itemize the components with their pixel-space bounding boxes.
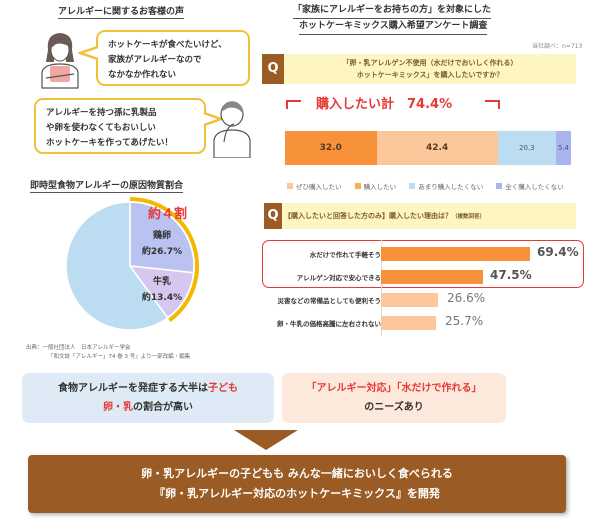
bubble1-tail-icon: [78, 46, 99, 60]
q2-note: （複数回答）: [452, 214, 486, 220]
reason-label-2: アレルゲン対応で安心できる: [296, 274, 381, 282]
reason-bar-2: [381, 270, 483, 284]
egg-value: 約26.7%: [141, 247, 183, 257]
pie-highlight-label: 約４割: [148, 207, 188, 222]
q2-tag: Q: [264, 203, 282, 229]
seg-definitely: 32.0: [285, 131, 377, 165]
survey-title-line2: ホットケーキミックス購入希望アンケート調査: [299, 19, 488, 35]
pie-slice-egg: [129, 201, 195, 274]
down-arrow-icon: [234, 430, 298, 450]
conclusion-line1: 卵・乳アレルギーの子どもも みんな一緒においしく食べられる: [141, 467, 453, 480]
woman-illustration-icon: [41, 33, 79, 89]
reason-value-3: 26.6%: [447, 291, 486, 305]
q2-text: 【購入したいと回答した方のみ】購入したい理由は？: [284, 212, 452, 220]
reasons-chart: 水だけで作れて手軽そう 69.4% アレルゲン対応で安心できる 47.5% 災害…: [255, 243, 600, 339]
total-bracket-icon: [286, 100, 500, 109]
summary-right: 「アレルギー対応」「水だけで作れる」 のニーズあり: [282, 373, 506, 423]
reason-label-4: 卵・牛乳の価格高騰に左右されない: [277, 320, 381, 328]
milk-name: 牛乳: [152, 277, 171, 287]
milk-value: 約13.4%: [141, 293, 183, 303]
pie-source: 出典：一般社団法人 日本アレルギー学会 「和文誌「アレルギー」74 巻 3 号」…: [26, 344, 190, 362]
q2-box: 【購入したいと回答した方のみ】購入したい理由は？（複数回答）: [282, 203, 576, 229]
reason-label-1: 水だけで作れて手軽そう: [309, 251, 381, 259]
survey-title-line1: 「家族にアレルギーをお持ちの方」を対象にした: [293, 3, 492, 19]
voices-title: アレルギーに関するお客様の声: [58, 4, 185, 19]
source-line1: 出典：一般社団法人 日本アレルギー学会: [26, 345, 131, 351]
bar-axis: [381, 240, 382, 336]
highlight-frame: [262, 240, 584, 288]
survey-title: 「家族にアレルギーをお持ちの方」を対象にした ホットケーキミックス購入希望アンケ…: [293, 3, 492, 35]
bubble2-tail-icon: [203, 112, 223, 126]
egg-name: 鶏卵: [152, 231, 171, 241]
bubble2-line1: アレルギーを持つ孫に乳製品: [46, 108, 157, 118]
reason-bar-1: [381, 247, 530, 261]
summary-left: 食物アレルギーを発症する大半は子ども 卵・乳の割合が高い: [22, 373, 274, 423]
reason-label-3: 災害などの常備品としても便利そう: [277, 297, 381, 305]
seg-want: 42.4: [376, 131, 498, 165]
reason-bar-4: [381, 316, 436, 330]
legend-not-really: あまり購入したくない: [409, 181, 483, 191]
customer-voice-bubble-2: アレルギーを持つ孫に乳製品 や卵を使わなくてもおいしい ホットケーキを作ってあげ…: [34, 98, 206, 154]
q1-line1: 「卵・乳アレルゲン不使用（水だけでおいしく作れる）: [342, 59, 518, 67]
summary-right-line1: 「アレルギー対応」「水だけで作れる」: [306, 383, 482, 394]
reason-row-2: アレルゲン対応で安心できる 47.5%: [255, 268, 595, 286]
source-line2: 「和文誌「アレルギー」74 巻 3 号」より一部改編・編集: [48, 354, 191, 360]
q1-tag: Q: [262, 54, 284, 84]
grandmother-illustration-icon: [213, 101, 251, 158]
stacked-bar: 32.0 42.4 20.3 5.4: [285, 131, 571, 165]
conclusion-box: 卵・乳アレルギーの子どもも みんな一緒においしく食べられる 『卵・乳アレルギー対…: [28, 455, 566, 513]
bubble2-line2: や卵を使わなくてもおいしい: [46, 123, 156, 133]
total-label: 購入したい計 74.4%: [316, 97, 453, 112]
legend-not-at-all: 全く購入したくない: [496, 181, 564, 191]
customer-voice-bubble-1: ホットケーキが食べたいけど、 家族がアレルギーなので なかなか作れない: [96, 30, 250, 86]
reason-value-2: 47.5%: [490, 268, 532, 282]
reason-value-4: 25.7%: [445, 314, 484, 328]
reason-value-1: 69.4%: [537, 245, 579, 259]
bubble1-line2: 家族がアレルギーなので: [108, 55, 202, 65]
pie-title: 即時型食物アレルギーの原因物質割合: [30, 178, 184, 193]
seg-not-at-all: 5.4: [555, 131, 571, 165]
reason-row-3: 災害などの常備品としても便利そう 26.6%: [255, 291, 595, 309]
bubble1-line3: なかなか作れない: [108, 70, 177, 80]
summary-left-line2: の割合が高い: [133, 402, 193, 413]
allergen-pie-chart: [65, 197, 199, 331]
reason-row-1: 水だけで作れて手軽そう 69.4%: [255, 245, 595, 263]
highlight-arc: [129, 197, 199, 322]
summary-left-highlight1: 子ども: [208, 383, 238, 394]
seg-not-really: 20.3: [497, 131, 556, 165]
reason-row-4: 卵・牛乳の価格高騰に左右されない 25.7%: [255, 314, 595, 332]
survey-note: 当社調べ：n=713: [532, 43, 583, 50]
q1-line2: ホットケーキミックス」を購入したいですか？: [356, 71, 504, 79]
summary-left-line1: 食物アレルギーを発症する大半は: [58, 383, 208, 394]
bubble2-line3: ホットケーキを作ってあげたい！: [46, 138, 173, 148]
legend-definitely: ぜひ購入したい: [287, 181, 342, 191]
conclusion-line2: 『卵・乳アレルギー対応のホットケーキミックス』を開発: [154, 487, 440, 500]
legend-want: 購入したい: [354, 181, 396, 191]
pie-label-egg: 鶏卵 約26.7%: [132, 228, 192, 260]
pie-slice-milk: [128, 265, 195, 319]
pie-label-milk: 牛乳 約13.4%: [132, 274, 192, 306]
q1-box: 「卵・乳アレルゲン不使用（水だけでおいしく作れる） ホットケーキミックス」を購入…: [284, 54, 576, 84]
pie-slice-other: [65, 201, 169, 331]
stacked-legend: ぜひ購入したい 購入したい あまり購入したくない 全く購入したくない: [287, 174, 572, 193]
reason-bar-3: [381, 293, 438, 307]
bubble1-line1: ホットケーキが食べたいけど、: [108, 40, 227, 50]
summary-right-line2: のニーズあり: [364, 402, 424, 413]
summary-left-highlight2: 卵・乳: [103, 402, 133, 413]
